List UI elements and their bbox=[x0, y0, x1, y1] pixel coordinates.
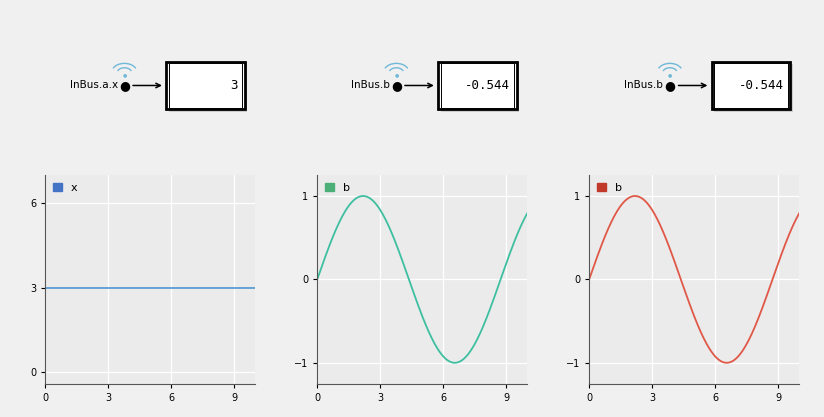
Text: ●: ● bbox=[122, 72, 127, 77]
Text: InBus.b: InBus.b bbox=[351, 80, 390, 90]
Text: -0.544: -0.544 bbox=[465, 79, 510, 92]
Text: ●: ● bbox=[391, 79, 402, 92]
Text: InBus.b: InBus.b bbox=[625, 80, 663, 90]
Text: 3: 3 bbox=[231, 79, 238, 92]
Text: ●: ● bbox=[394, 72, 399, 77]
Legend: b: b bbox=[323, 181, 352, 195]
Text: ●: ● bbox=[119, 79, 130, 92]
Legend: x: x bbox=[51, 181, 80, 195]
Text: ●: ● bbox=[667, 72, 672, 77]
Legend: b: b bbox=[595, 181, 624, 195]
Text: InBus.a.x: InBus.a.x bbox=[70, 80, 118, 90]
Text: ●: ● bbox=[664, 79, 676, 92]
Text: -0.544: -0.544 bbox=[738, 79, 784, 92]
